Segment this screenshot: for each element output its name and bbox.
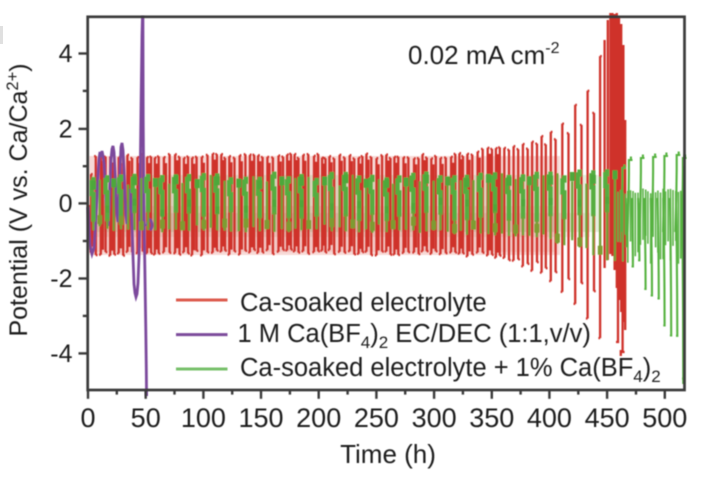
- svg-text:0: 0: [80, 403, 95, 433]
- svg-text:400: 400: [527, 403, 572, 433]
- svg-text:100: 100: [181, 403, 226, 433]
- svg-text:1 M Ca(BF4)2 EC/DEC (1:1,v/v): 1 M Ca(BF4)2 EC/DEC (1:1,v/v): [238, 320, 591, 352]
- svg-text:Ca-soaked electrolyte: Ca-soaked electrolyte: [240, 289, 487, 317]
- svg-text:200: 200: [296, 403, 341, 433]
- svg-text:450: 450: [585, 403, 630, 433]
- svg-text:500: 500: [642, 403, 687, 433]
- svg-text:250: 250: [354, 403, 399, 433]
- svg-text:0.02 mA cm-2: 0.02 mA cm-2: [408, 40, 560, 70]
- svg-text:300: 300: [412, 403, 457, 433]
- svg-text:Ca-soaked electrolyte + 1% Ca(: Ca-soaked electrolyte + 1% Ca(BF4)2: [240, 354, 661, 386]
- svg-text:Time (h): Time (h): [340, 439, 436, 469]
- svg-text:350: 350: [469, 403, 514, 433]
- svg-text:-2: -2: [50, 265, 72, 293]
- svg-text:-4: -4: [50, 340, 72, 368]
- svg-text:4: 4: [59, 40, 73, 68]
- svg-text:50: 50: [131, 403, 161, 433]
- svg-text:Potential (V vs. Ca/Ca2+): Potential (V vs. Ca/Ca2+): [4, 63, 33, 336]
- svg-text:2: 2: [59, 116, 73, 144]
- svg-text:150: 150: [238, 403, 283, 433]
- svg-text:0: 0: [59, 190, 73, 218]
